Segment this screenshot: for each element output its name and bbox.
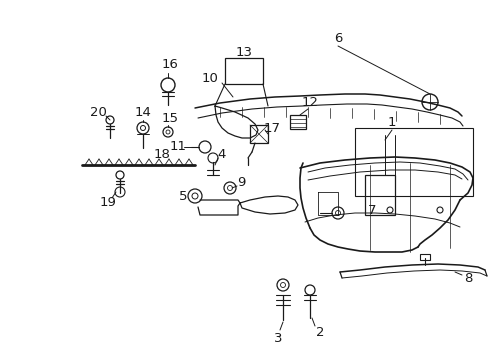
Text: 15: 15 — [161, 112, 178, 125]
Text: 7: 7 — [367, 203, 375, 216]
Bar — [249, 125, 267, 143]
Text: 10: 10 — [201, 72, 218, 85]
Text: 2: 2 — [315, 325, 324, 338]
Text: 19: 19 — [100, 195, 116, 208]
Text: 20: 20 — [89, 105, 106, 118]
Bar — [354, 128, 472, 196]
Bar — [224, 58, 263, 84]
Text: 5: 5 — [179, 189, 187, 202]
Text: 16: 16 — [161, 58, 178, 72]
Text: 6: 6 — [333, 31, 342, 45]
Text: 9: 9 — [236, 175, 244, 189]
Text: 8: 8 — [463, 271, 471, 284]
Text: 11: 11 — [169, 140, 186, 153]
Text: 17: 17 — [263, 122, 280, 135]
Text: 12: 12 — [301, 95, 318, 108]
Bar — [289, 115, 305, 129]
Text: 4: 4 — [217, 148, 226, 162]
Text: 18: 18 — [153, 148, 170, 162]
Bar — [364, 175, 394, 215]
Text: 3: 3 — [273, 332, 282, 345]
Text: 1: 1 — [387, 116, 395, 129]
Text: 14: 14 — [134, 105, 151, 118]
Text: 13: 13 — [235, 45, 252, 58]
Bar — [419, 254, 429, 260]
